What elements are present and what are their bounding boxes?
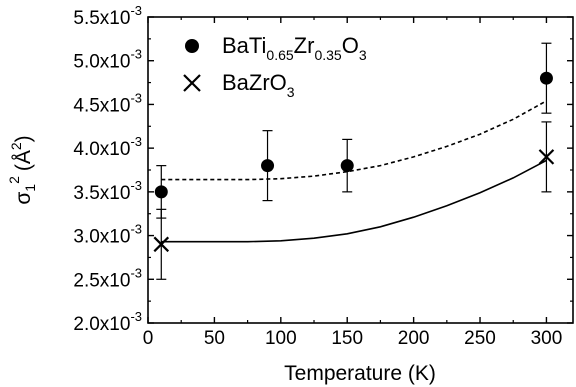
y-tick-exponent: -3 xyxy=(130,47,142,62)
data-point-circle xyxy=(154,185,168,199)
legend-text-part: BaTi xyxy=(222,33,266,58)
y-tick-exponent: -3 xyxy=(130,265,142,280)
y-tick-mantissa: 4.0x10 xyxy=(73,139,130,160)
y-axis-subscript: 1 xyxy=(22,184,38,192)
y-tick-label: 3.0x10-3 xyxy=(73,222,142,248)
y-tick-exponent: -3 xyxy=(130,3,142,18)
fit-line-1 xyxy=(161,100,547,181)
legend-text-part: O xyxy=(342,33,359,58)
fit-line-2 xyxy=(161,159,547,243)
x-axis-title: Temperature (K) xyxy=(284,362,436,385)
data-markers xyxy=(153,71,555,253)
y-tick-label: 3.5x10-3 xyxy=(73,178,142,204)
legend-text-part: BaZrO xyxy=(222,70,287,95)
y-tick-label: 5.0x10-3 xyxy=(73,47,142,73)
legend-subscript: 0.35 xyxy=(314,47,341,63)
x-tick-label: 200 xyxy=(398,328,430,349)
y-tick-label: 4.5x10-3 xyxy=(73,90,142,116)
legend-label-2: BaZrO3 xyxy=(222,70,295,100)
y-tick-mantissa: 3.5x10 xyxy=(73,183,130,204)
y-tick-mantissa: 4.5x10 xyxy=(73,95,130,116)
y-axis-superscript: 2 xyxy=(6,176,22,184)
y-tick-label: 2.0x10-3 xyxy=(73,309,142,335)
fit-lines xyxy=(161,100,547,243)
data-point-circle xyxy=(539,71,553,85)
x-tick-label: 0 xyxy=(143,328,154,349)
data-point-cross xyxy=(538,149,555,165)
data-point-circle xyxy=(340,159,354,173)
error-bars xyxy=(156,42,552,280)
y-axis-unit-close: ) xyxy=(12,135,35,142)
y-tick-mantissa: 3.0x10 xyxy=(73,227,130,248)
y-axis: 2.0x10-32.5x10-33.0x10-33.5x10-34.0x10-3… xyxy=(73,3,573,335)
legend-subscript: 0.65 xyxy=(266,47,293,63)
y-axis-symbol: σ xyxy=(12,192,35,205)
legend-label-1: BaTi0.65Zr0.35O3 xyxy=(222,33,367,63)
y-tick-mantissa: 2.0x10 xyxy=(73,314,130,335)
y-tick-mantissa: 5.0x10 xyxy=(73,52,130,73)
data-point-cross xyxy=(153,236,170,253)
y-tick-exponent: -3 xyxy=(130,134,142,149)
y-tick-exponent: -3 xyxy=(130,309,142,324)
x-tick-label: 250 xyxy=(464,328,496,349)
x-tick-label: 50 xyxy=(204,328,225,349)
x-axis: 0 50 100 150 200 250 300 xyxy=(143,17,563,349)
cross-stroke xyxy=(538,149,555,165)
y-axis-unit-superscript: 2 xyxy=(8,142,24,150)
y-tick-label: 2.5x10-3 xyxy=(73,265,142,291)
cross-stroke xyxy=(183,74,201,92)
legend-marker-circle xyxy=(185,39,199,53)
y-tick-exponent: -3 xyxy=(130,222,142,237)
legend-subscript: 3 xyxy=(359,47,367,63)
cross-stroke xyxy=(153,236,170,253)
y-tick-label: 4.0x10-3 xyxy=(73,134,142,160)
y-axis-unit: (Å xyxy=(12,150,35,171)
legend-marker-cross xyxy=(183,74,201,92)
y-tick-exponent: -3 xyxy=(130,178,142,193)
x-tick-label: 150 xyxy=(331,328,363,349)
y-tick-exponent: -3 xyxy=(130,90,142,105)
x-tick-label: 100 xyxy=(265,328,297,349)
y-tick-mantissa: 5.5x10 xyxy=(73,8,130,29)
legend-subscript: 3 xyxy=(287,84,295,100)
y-axis-title: σ12(Å2) xyxy=(6,135,38,204)
data-point-circle xyxy=(261,159,275,173)
legend-text-part: Zr xyxy=(294,33,315,58)
y-tick-label: 5.5x10-3 xyxy=(73,3,142,29)
x-tick-label: 300 xyxy=(531,328,563,349)
y-tick-mantissa: 2.5x10 xyxy=(73,270,130,291)
